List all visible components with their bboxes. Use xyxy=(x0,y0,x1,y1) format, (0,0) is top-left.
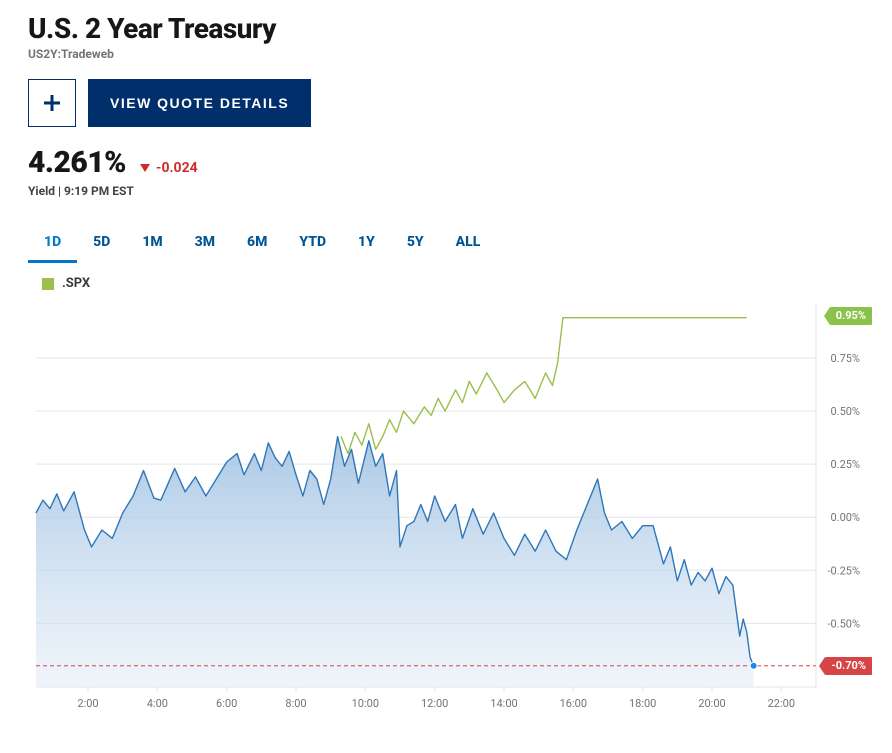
svg-text:18:00: 18:00 xyxy=(629,697,656,710)
flag-primary-last: -0.70% xyxy=(825,657,872,675)
svg-text:2:00: 2:00 xyxy=(77,697,98,710)
action-row: VIEW QUOTE DETAILS xyxy=(28,79,872,127)
range-tab-1y[interactable]: 1Y xyxy=(342,226,391,263)
svg-text:-0.25%: -0.25% xyxy=(827,564,860,577)
flag-spx-last: 0.95% xyxy=(830,307,872,325)
range-tab-1m[interactable]: 1M xyxy=(126,226,178,263)
range-tab-3m[interactable]: 3M xyxy=(179,226,231,263)
svg-text:22:00: 22:00 xyxy=(768,697,795,710)
range-tab-1d[interactable]: 1D xyxy=(28,226,77,263)
quote-meta: Yield | 9:19 PM EST xyxy=(28,184,872,198)
yield-value: 4.261% xyxy=(28,145,126,180)
svg-text:14:00: 14:00 xyxy=(490,697,517,710)
svg-text:16:00: 16:00 xyxy=(560,697,587,710)
range-tab-all[interactable]: ALL xyxy=(440,226,497,263)
quote-row: 4.261% -0.024 xyxy=(28,145,872,180)
triangle-down-icon xyxy=(140,164,150,172)
chart-legend: .SPX xyxy=(28,276,872,291)
range-tab-ytd[interactable]: YTD xyxy=(283,226,342,263)
svg-text:4:00: 4:00 xyxy=(147,697,168,710)
svg-text:0.25%: 0.25% xyxy=(830,458,860,471)
range-tab-5y[interactable]: 5Y xyxy=(391,226,440,263)
page-title: U.S. 2 Year Treasury xyxy=(28,12,872,45)
svg-text:0.00%: 0.00% xyxy=(830,511,860,524)
add-to-watchlist-button[interactable] xyxy=(28,79,76,127)
svg-text:0.75%: 0.75% xyxy=(830,352,860,365)
svg-text:20:00: 20:00 xyxy=(698,697,725,710)
legend-swatch xyxy=(42,278,54,290)
view-quote-details-button[interactable]: VIEW QUOTE DETAILS xyxy=(88,79,311,127)
range-tab-5d[interactable]: 5D xyxy=(77,226,126,263)
svg-text:12:00: 12:00 xyxy=(421,697,448,710)
change-wrap: -0.024 xyxy=(140,160,198,176)
price-chart: -0.50% -0.25% 0.00% 0.25% 0.50% 0.75% 2:00 4:00… xyxy=(28,299,860,729)
legend-label: .SPX xyxy=(62,276,90,291)
range-tabs: 1D5D1M3M6MYTD1Y5YALL xyxy=(28,226,872,264)
svg-text:8:00: 8:00 xyxy=(285,697,306,710)
svg-text:6:00: 6:00 xyxy=(216,697,237,710)
svg-text:10:00: 10:00 xyxy=(352,697,379,710)
chart-container: -0.50% -0.25% 0.00% 0.25% 0.50% 0.75% 2:00 4:00… xyxy=(28,299,872,733)
symbol-subtitle: US2Y:Tradeweb xyxy=(28,47,872,61)
plus-icon xyxy=(43,94,61,112)
range-tab-6m[interactable]: 6M xyxy=(231,226,283,263)
svg-text:0.50%: 0.50% xyxy=(830,405,860,418)
svg-text:-0.50%: -0.50% xyxy=(827,617,860,630)
change-value: -0.024 xyxy=(156,160,198,176)
